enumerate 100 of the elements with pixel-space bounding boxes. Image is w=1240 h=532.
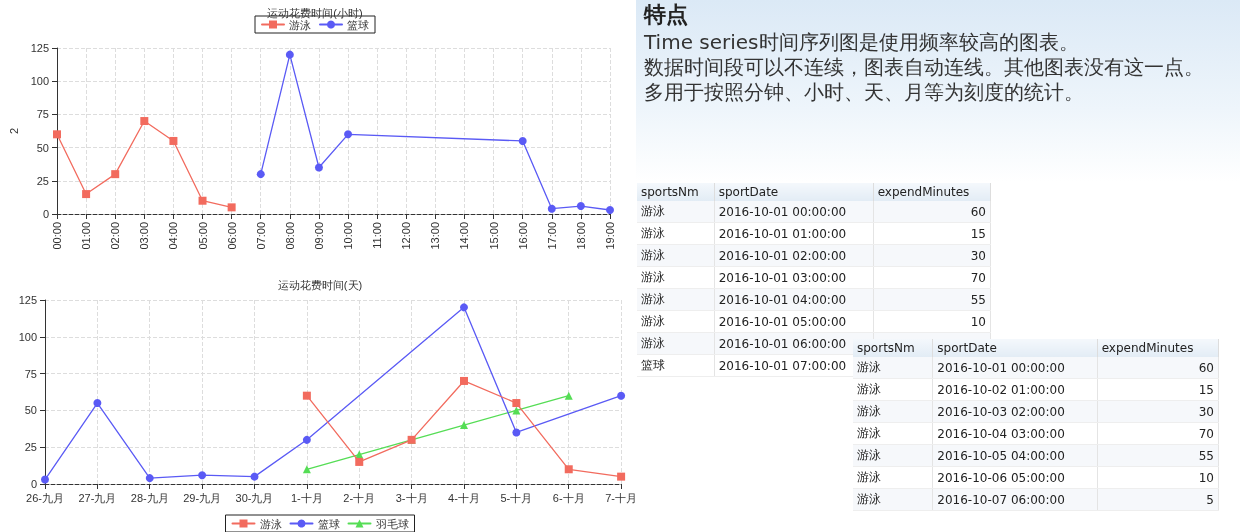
legend-label: 游泳 xyxy=(259,517,282,530)
x-tick-label: 17:00 xyxy=(545,222,558,250)
point xyxy=(547,204,556,213)
y-tick-label: 125 xyxy=(30,42,49,54)
x-tick-label: 6-十月 xyxy=(552,491,585,504)
legend-label: 羽毛球 xyxy=(375,517,409,530)
text: 游泳 xyxy=(641,270,665,284)
category-label: sportDate xyxy=(932,339,1098,357)
text: 2016-10-01 04:00:00 xyxy=(718,292,847,307)
x-tick-label: 18:00 xyxy=(574,222,587,250)
category-label: sportsNm xyxy=(853,339,933,357)
text: 多用于按照分钟、小时、天、月等为刻度的统计。 xyxy=(644,80,1085,105)
text: 15 xyxy=(1198,382,1214,397)
text: 游泳 xyxy=(641,314,665,328)
point xyxy=(227,203,236,212)
point xyxy=(606,206,614,215)
text: 2016-10-01 00:00:00 xyxy=(718,204,847,219)
point xyxy=(93,399,102,408)
legend-label: 游泳 xyxy=(289,18,311,31)
text: 2016-10-01 03:00:00 xyxy=(718,270,847,285)
text: 游泳 xyxy=(857,382,881,396)
x-tick-label: 27-九月 xyxy=(78,491,117,504)
x-tick-label: 08:00 xyxy=(283,222,296,250)
y-tick-label: 0 xyxy=(30,478,37,490)
x-tick-label: 01:00 xyxy=(80,222,93,250)
text: 游泳 xyxy=(857,492,881,506)
chart-title: 运动花费时间(天) xyxy=(277,278,363,291)
legend-label: 篮球 xyxy=(317,517,340,530)
x-tick-label: 10:00 xyxy=(342,222,355,250)
x-tick-label: 28-九月 xyxy=(130,491,169,504)
text: 10 xyxy=(970,314,986,329)
x-tick-label: 03:00 xyxy=(138,222,151,250)
text: 2016-10-01 02:00:00 xyxy=(718,248,847,263)
point xyxy=(344,130,353,139)
x-tick-label: 07:00 xyxy=(254,222,267,250)
text: 游泳 xyxy=(641,336,665,350)
y-tick-label: 0 xyxy=(42,208,49,220)
text: 特点 xyxy=(644,1,689,29)
category-label: sportDate xyxy=(714,183,874,201)
point xyxy=(314,163,323,172)
text: 游泳 xyxy=(641,292,665,306)
y-tick-label: 100 xyxy=(30,75,49,88)
x-tick-label: 2-十月 xyxy=(343,491,376,504)
category-label: sportsNm xyxy=(637,183,715,201)
x-tick-label: 00:00 xyxy=(51,222,63,250)
point xyxy=(250,472,259,481)
text: 10 xyxy=(1198,470,1214,485)
text: 2016-10-01 00:00:00 xyxy=(937,360,1065,375)
point xyxy=(512,399,521,408)
legend-label: 篮球 xyxy=(347,18,369,31)
y-tick-label: 50 xyxy=(24,404,37,417)
text: 游泳 xyxy=(641,226,665,240)
y-tick-label: 25 xyxy=(24,441,37,454)
x-tick-label: 13:00 xyxy=(429,222,442,250)
x-tick-label: 26-九月 xyxy=(26,491,64,504)
text: 2016-10-05 04:00:00 xyxy=(937,448,1065,463)
x-tick-label: 1-十月 xyxy=(290,491,323,504)
text: 60 xyxy=(1198,360,1214,375)
y-tick-label: 25 xyxy=(36,174,49,187)
point xyxy=(617,391,626,400)
text: 篮球 xyxy=(641,358,665,372)
point xyxy=(145,474,154,483)
point xyxy=(518,136,527,145)
point xyxy=(198,471,207,480)
point xyxy=(355,457,364,466)
x-tick-label: 19:00 xyxy=(604,222,616,250)
text: 2016-10-04 03:00:00 xyxy=(937,426,1065,441)
text: 2016-10-01 05:00:00 xyxy=(718,314,847,329)
text: 2016-10-02 01:00:00 xyxy=(937,382,1065,397)
point xyxy=(198,196,207,205)
x-tick-label: 29-九月 xyxy=(183,491,222,504)
text: 2016-10-06 05:00:00 xyxy=(937,470,1065,485)
x-tick-label: 30-九月 xyxy=(235,491,274,504)
text: 70 xyxy=(970,270,986,285)
text: 2016-10-01 01:00:00 xyxy=(718,226,847,241)
text: 游泳 xyxy=(857,448,881,462)
text: 游泳 xyxy=(857,426,881,440)
point xyxy=(302,391,311,400)
text: 70 xyxy=(1198,426,1214,441)
y-tick-label: 125 xyxy=(18,294,37,306)
category-label: expendMinutes xyxy=(873,183,991,201)
x-tick-label: 04:00 xyxy=(167,222,180,250)
text: 游泳 xyxy=(857,360,881,374)
point xyxy=(111,170,120,179)
y-axis-title: 2 xyxy=(7,127,20,135)
x-tick-label: 5-十月 xyxy=(500,491,533,504)
text: 2016-10-07 06:00:00 xyxy=(937,492,1065,507)
x-tick-label: 06:00 xyxy=(225,222,238,250)
text: 30 xyxy=(1198,404,1214,419)
chart-title: 运动花费时间(小时) xyxy=(267,6,363,19)
point xyxy=(285,50,294,59)
point xyxy=(53,130,61,139)
point xyxy=(564,391,573,400)
point xyxy=(140,117,149,126)
point xyxy=(302,435,311,444)
y-tick-label: 75 xyxy=(24,367,37,380)
text: 55 xyxy=(1198,448,1214,463)
text: 游泳 xyxy=(641,248,665,262)
text: 15 xyxy=(970,226,986,241)
text: 2016-10-03 02:00:00 xyxy=(937,404,1065,419)
